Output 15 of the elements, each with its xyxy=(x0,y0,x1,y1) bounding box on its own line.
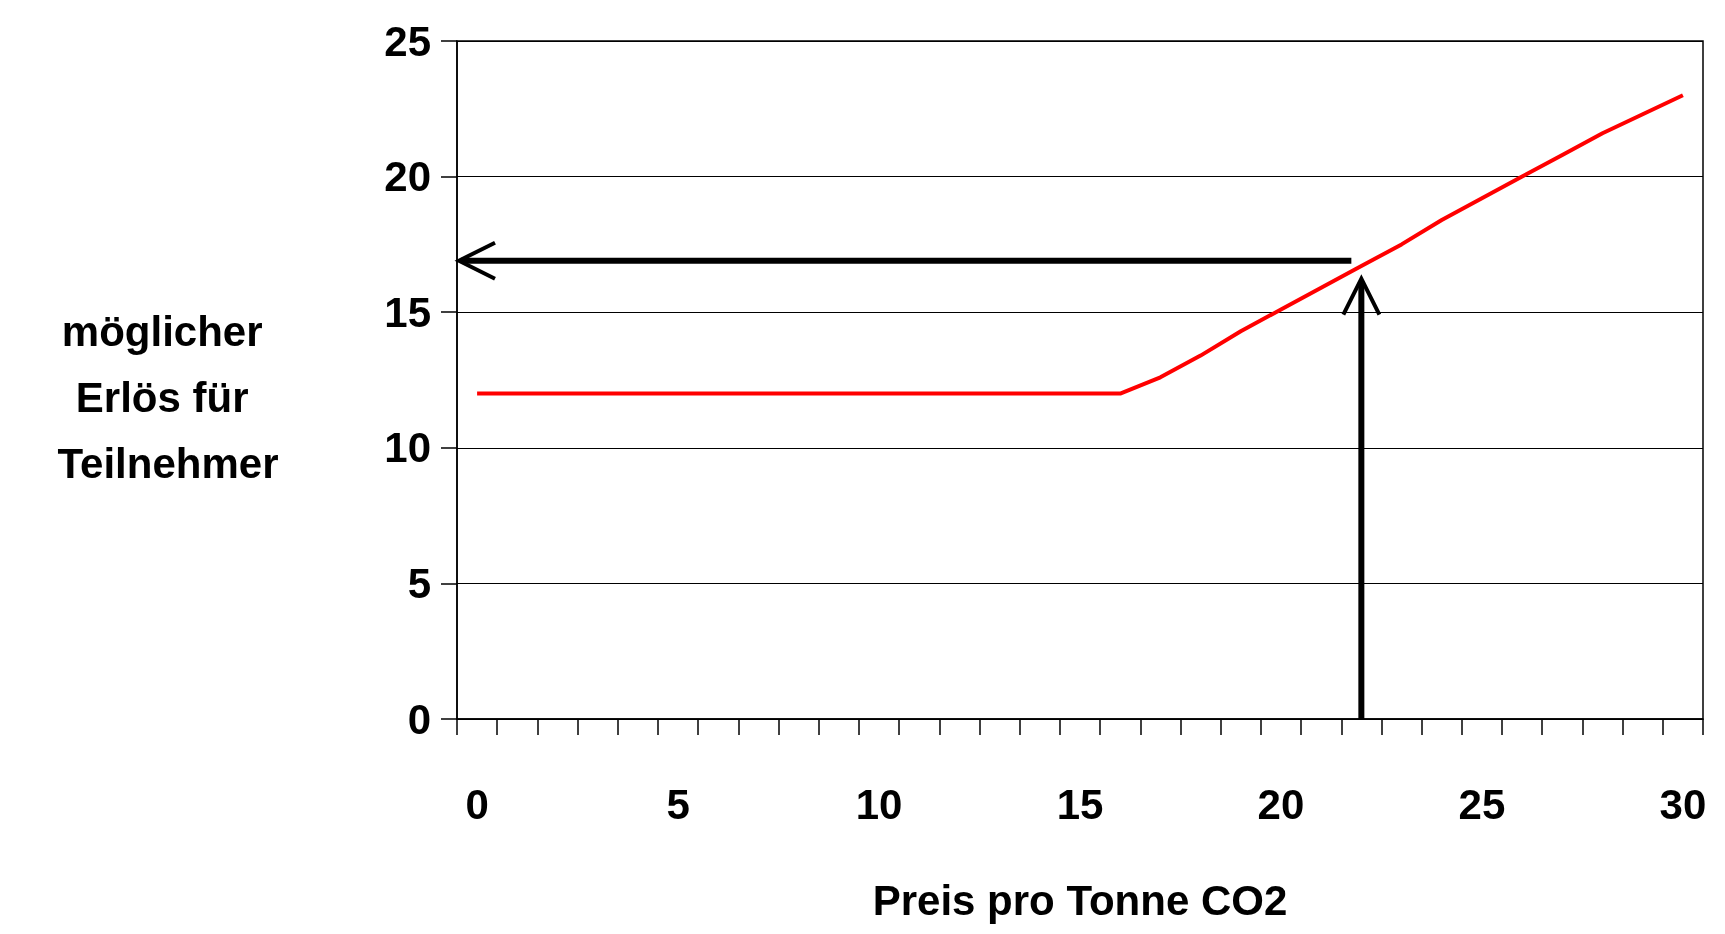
x-tick-label: 25 xyxy=(1458,780,1506,828)
y-tick-label: 0 xyxy=(407,695,431,743)
y-axis-title: möglicher Erlös für Teilnehmer xyxy=(57,307,279,487)
x-tick-label: 10 xyxy=(855,780,903,828)
y-tick-label: 10 xyxy=(384,424,431,472)
x-tick-label: 5 xyxy=(666,780,690,828)
y-tick-label: 15 xyxy=(384,288,431,336)
x-tick-label: 30 xyxy=(1659,780,1707,828)
y-tick-label: 20 xyxy=(384,153,431,201)
y-tick-label: 5 xyxy=(407,559,431,607)
x-axis-title: Preis pro Tonne CO2 xyxy=(872,876,1288,924)
x-tick-label: 15 xyxy=(1056,780,1104,828)
x-tick-label: 0 xyxy=(465,780,489,828)
x-tick-label: 20 xyxy=(1257,780,1305,828)
y-tick-label: 25 xyxy=(384,17,431,65)
